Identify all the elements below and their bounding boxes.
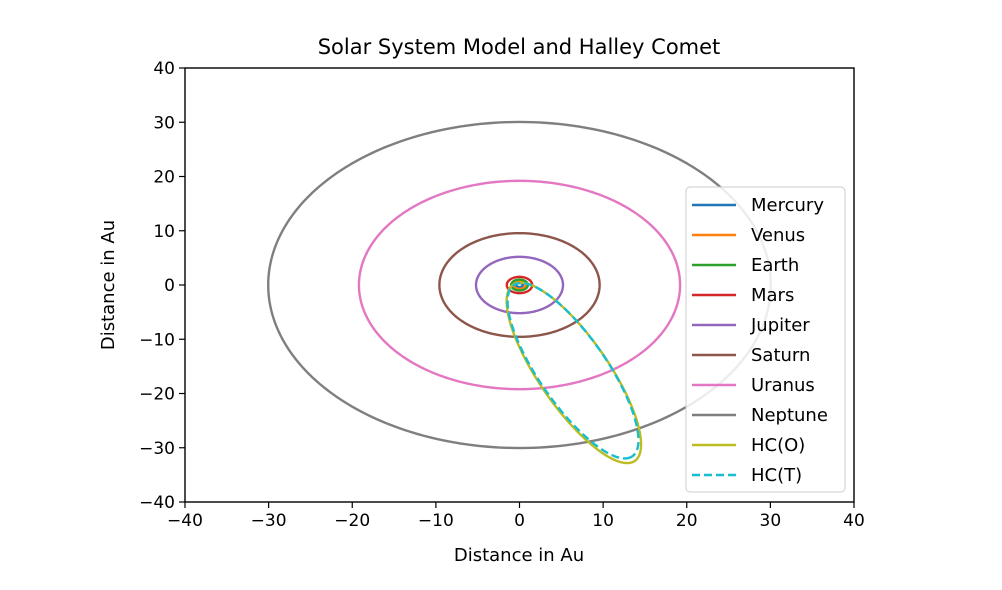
- orbit-hc-o: [505, 281, 643, 465]
- legend-label-neptune: Neptune: [751, 405, 828, 426]
- orbit-hc-t: [506, 281, 640, 460]
- x-tick-label: 40: [843, 511, 865, 531]
- y-tick-label: 30: [153, 113, 175, 133]
- x-tick-label: 10: [592, 511, 614, 531]
- orbit-uranus: [357, 179, 682, 391]
- legend-label-hc-t: HC(T): [751, 465, 802, 486]
- y-tick-label: −40: [139, 493, 175, 513]
- legend-label-mars: Mars: [751, 285, 794, 306]
- legend-label-jupiter: Jupiter: [750, 315, 810, 336]
- y-tick-label: 10: [153, 222, 175, 242]
- orbit-mars: [505, 275, 534, 295]
- legend-label-venus: Venus: [751, 225, 805, 246]
- x-tick-label: 0: [514, 511, 525, 531]
- x-tick-label: 20: [676, 511, 698, 531]
- y-axis-label: Distance in Au: [98, 220, 119, 350]
- ticks-layer: −40 −30 −20 −10 0 10 20 30 40 −40 −30 −20 −10 0 10 20 30…: [139, 59, 865, 531]
- chart-title: Solar System Model and Halley Comet: [318, 35, 721, 59]
- orbit-neptune: [267, 120, 772, 450]
- legend-label-mercury: Mercury: [751, 195, 824, 216]
- x-axis-label: Distance in Au: [454, 545, 584, 566]
- legend-items: Mercury Venus Earth Mars Jupiter Saturn Uranus…: [692, 195, 828, 486]
- x-tick-label: −30: [251, 511, 287, 531]
- y-tick-label: 40: [153, 59, 175, 79]
- y-tick-label: −30: [139, 439, 175, 459]
- orbit-jupiter: [474, 255, 565, 315]
- y-tick-label: −20: [139, 385, 175, 405]
- legend-label-uranus: Uranus: [751, 375, 815, 396]
- y-tick-label: 20: [153, 168, 175, 188]
- orbits-layer: [267, 120, 772, 465]
- x-tick-label: 30: [760, 511, 782, 531]
- y-tick-label: 0: [164, 276, 175, 296]
- x-tick-label: −10: [418, 511, 454, 531]
- legend-label-earth: Earth: [751, 255, 799, 276]
- y-tick-label: −10: [139, 330, 175, 350]
- orbit-saturn: [438, 231, 601, 339]
- legend-label-saturn: Saturn: [751, 345, 810, 366]
- x-tick-label: −20: [334, 511, 370, 531]
- x-tick-label: −40: [167, 511, 203, 531]
- legend-label-hc-o: HC(O): [751, 435, 805, 456]
- legend: Mercury Venus Earth Mars Jupiter Saturn Uranus…: [685, 186, 846, 493]
